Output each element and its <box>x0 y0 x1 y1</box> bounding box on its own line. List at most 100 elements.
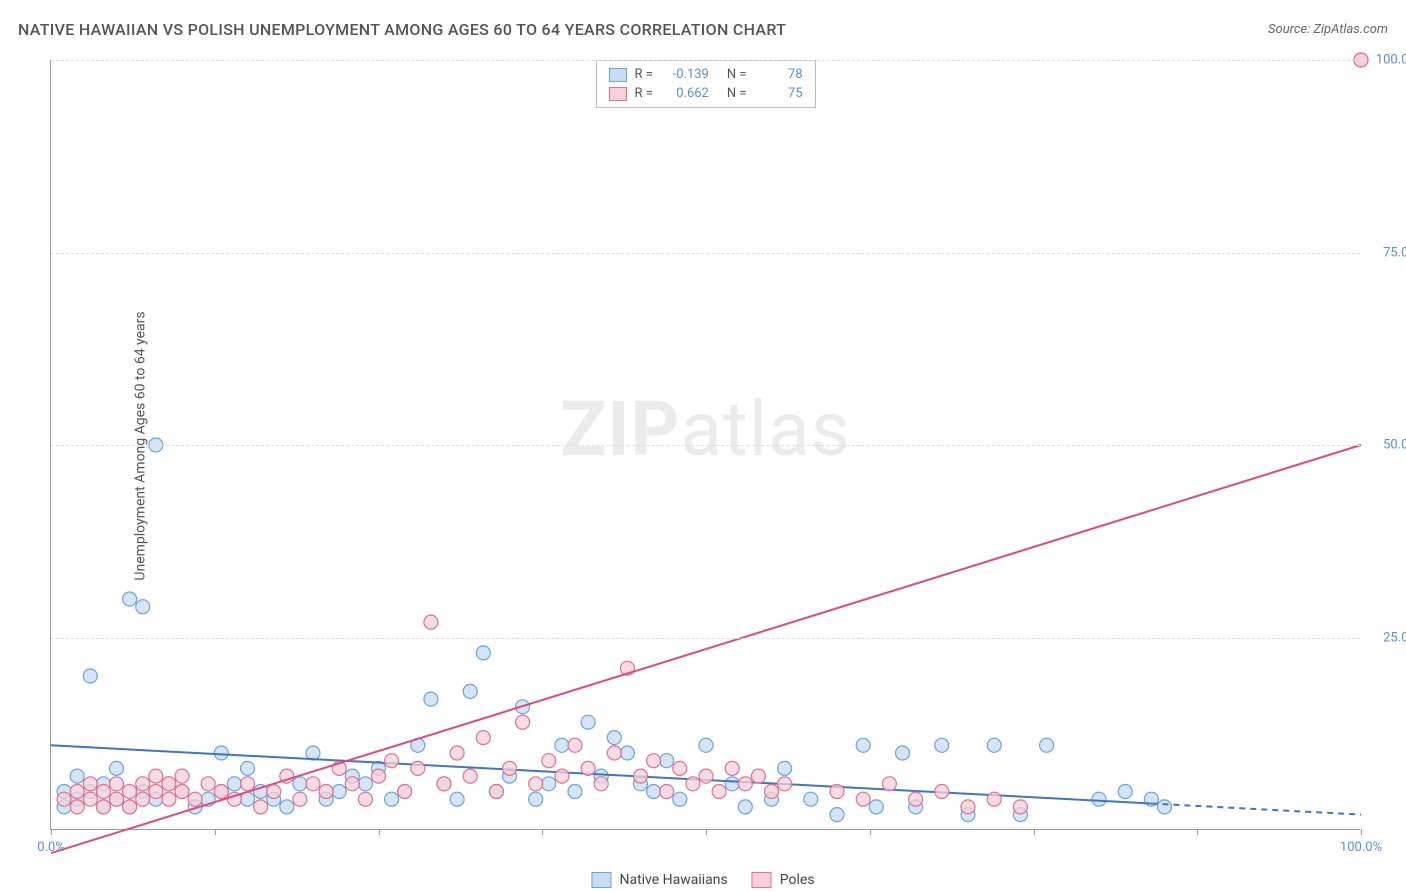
y-tick-label: 75.0% <box>1383 245 1406 260</box>
x-tick <box>542 829 543 835</box>
data-point <box>529 777 543 791</box>
source-label: Source: ZipAtlas.com <box>1268 22 1388 37</box>
data-point <box>725 761 739 775</box>
data-point <box>804 792 818 806</box>
data-point <box>581 715 595 729</box>
data-point <box>607 731 621 745</box>
data-point <box>83 792 97 806</box>
data-point <box>241 777 255 791</box>
x-tick <box>379 829 380 835</box>
data-point <box>241 761 255 775</box>
data-point <box>175 785 189 799</box>
series-swatch <box>608 87 626 101</box>
data-point <box>660 785 674 799</box>
data-point <box>149 785 163 799</box>
data-point <box>856 792 870 806</box>
data-point <box>489 785 503 799</box>
data-point <box>607 746 621 760</box>
gridline <box>51 253 1360 254</box>
data-point <box>738 777 752 791</box>
data-point <box>214 785 228 799</box>
data-point <box>503 761 517 775</box>
data-point <box>385 792 399 806</box>
data-point <box>778 777 792 791</box>
data-point <box>765 785 779 799</box>
data-point <box>856 738 870 752</box>
data-point <box>345 777 359 791</box>
data-point <box>227 777 241 791</box>
stat-r-label: R = <box>634 67 652 82</box>
data-point <box>673 761 687 775</box>
x-tick <box>870 829 871 835</box>
data-point <box>110 761 124 775</box>
data-point <box>647 785 661 799</box>
stat-r-value: 0.662 <box>661 86 709 101</box>
data-point <box>70 800 84 814</box>
data-point <box>673 792 687 806</box>
data-point <box>542 754 556 768</box>
data-point <box>110 792 124 806</box>
data-point <box>830 785 844 799</box>
data-point <box>555 738 569 752</box>
data-point <box>1013 800 1027 814</box>
data-point <box>987 792 1001 806</box>
data-point <box>201 777 215 791</box>
data-point <box>961 800 975 814</box>
chart-title: NATIVE HAWAIIAN VS POLISH UNEMPLOYMENT A… <box>18 20 786 39</box>
x-tick <box>706 829 707 835</box>
stats-row: R =-0.139N =78 <box>596 65 814 84</box>
data-point <box>332 785 346 799</box>
stat-n-value: 75 <box>755 86 803 101</box>
data-point <box>319 785 333 799</box>
legend-swatch <box>752 872 772 888</box>
data-point <box>568 785 582 799</box>
data-point <box>516 715 530 729</box>
legend-item: Poles <box>752 872 815 888</box>
data-point <box>162 777 176 791</box>
legend-label: Native Hawaiians <box>619 872 727 888</box>
data-point <box>214 746 228 760</box>
data-point <box>660 754 674 768</box>
data-point <box>450 792 464 806</box>
data-point <box>358 792 372 806</box>
data-point <box>385 754 399 768</box>
data-point <box>136 600 150 614</box>
data-point <box>162 792 176 806</box>
data-point <box>699 769 713 783</box>
data-point <box>110 777 124 791</box>
data-point <box>935 785 949 799</box>
trend-line <box>51 445 1361 853</box>
data-point <box>738 800 752 814</box>
data-point <box>57 792 71 806</box>
data-point <box>935 738 949 752</box>
data-point <box>254 800 268 814</box>
data-point <box>96 800 110 814</box>
data-point <box>712 785 726 799</box>
data-point <box>896 746 910 760</box>
stat-n-value: 78 <box>755 67 803 82</box>
y-tick-label: 25.0% <box>1383 630 1406 645</box>
data-point <box>476 646 490 660</box>
data-point <box>882 777 896 791</box>
data-point <box>1118 785 1132 799</box>
data-point <box>725 777 739 791</box>
data-point <box>70 785 84 799</box>
data-point <box>372 769 386 783</box>
data-point <box>267 785 281 799</box>
y-tick-label: 100.0% <box>1376 53 1406 68</box>
data-point <box>306 777 320 791</box>
data-point <box>830 808 844 822</box>
plot-area: ZIPatlas R =-0.139N =78R =0.662N =75 25.… <box>50 60 1360 830</box>
data-point <box>136 792 150 806</box>
data-point <box>136 777 150 791</box>
data-point <box>123 592 137 606</box>
data-point <box>594 777 608 791</box>
gridline <box>51 60 1360 61</box>
data-point <box>123 785 137 799</box>
stats-row: R =0.662N =75 <box>596 84 814 103</box>
trend-line-dashed <box>1151 804 1361 815</box>
data-point <box>778 761 792 775</box>
stats-box: R =-0.139N =78R =0.662N =75 <box>595 60 815 108</box>
x-tick <box>215 829 216 835</box>
data-point <box>909 792 923 806</box>
